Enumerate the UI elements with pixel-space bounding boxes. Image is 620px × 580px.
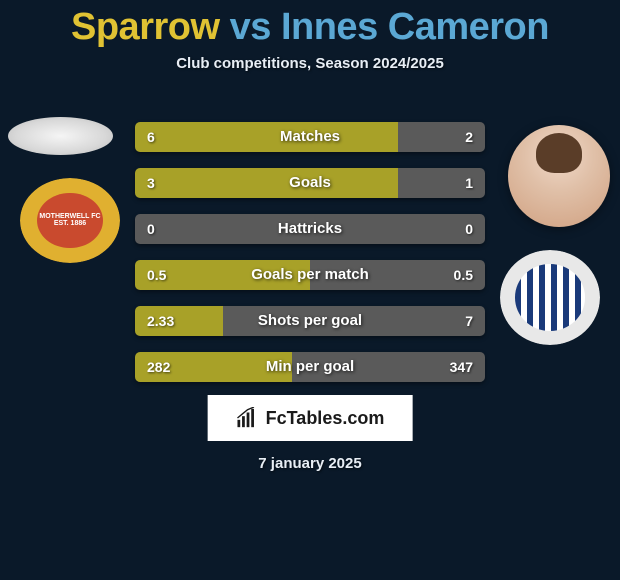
bar-value-left: 0.5 [135, 260, 178, 290]
subtitle-text: Club competitions, Season 2024/2025 [0, 55, 620, 72]
bar-value-right: 2 [453, 122, 485, 152]
date-text: 7 january 2025 [0, 455, 620, 472]
bar-segment-right [223, 306, 486, 336]
stat-row: 2.337Shots per goal [135, 306, 485, 336]
stat-row: 00Hattricks [135, 214, 485, 244]
player1-avatar [8, 117, 113, 155]
player2-club-crest [500, 250, 600, 345]
watermark-text: FcTables.com [266, 408, 385, 429]
bar-value-left: 6 [135, 122, 167, 152]
comparison-title: Sparrow vs Innes Cameron [0, 0, 620, 49]
bar-segment-left [135, 168, 398, 198]
stat-row: 282347Min per goal [135, 352, 485, 382]
stats-bars: 62Matches31Goals00Hattricks0.50.5Goals p… [135, 122, 485, 398]
crest-stripes [515, 264, 585, 331]
player2-avatar [508, 125, 610, 227]
bar-value-right: 0.5 [442, 260, 485, 290]
stat-row: 31Goals [135, 168, 485, 198]
stat-row: 62Matches [135, 122, 485, 152]
title-vs: vs [230, 6, 271, 48]
bar-segment-left [135, 122, 398, 152]
bar-value-right: 347 [438, 352, 485, 382]
player1-club-crest: MOTHERWELL FC EST. 1886 [20, 178, 120, 263]
title-player1: Sparrow [71, 6, 220, 48]
bar-value-left: 3 [135, 168, 167, 198]
bar-value-right: 7 [453, 306, 485, 336]
stat-row: 0.50.5Goals per match [135, 260, 485, 290]
bar-value-right: 0 [453, 214, 485, 244]
title-player2: Innes Cameron [281, 6, 549, 48]
bar-value-left: 0 [135, 214, 167, 244]
watermark[interactable]: FcTables.com [208, 395, 413, 441]
bar-value-left: 282 [135, 352, 182, 382]
chart-icon [236, 407, 258, 429]
bar-value-right: 1 [453, 168, 485, 198]
bar-value-left: 2.33 [135, 306, 186, 336]
